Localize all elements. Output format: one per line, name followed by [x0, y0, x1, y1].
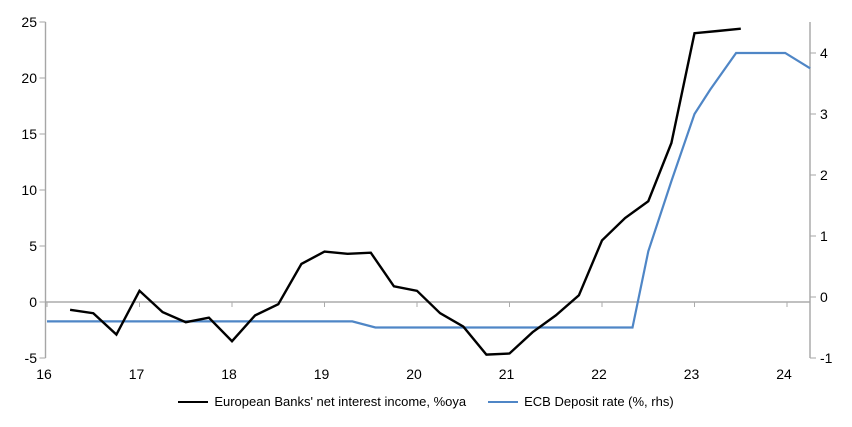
x-axis-tick-label: 18 — [221, 366, 237, 382]
x-axis-tick-label: 24 — [776, 366, 792, 382]
left-axis-tick-label: 15 — [21, 126, 37, 142]
legend-label-net-interest-income: European Banks' net interest income, %oy… — [214, 394, 467, 409]
x-axis-tick-label: 19 — [314, 366, 330, 382]
left-axis-tick-label: 10 — [21, 182, 37, 198]
legend-label-ecb-deposit-rate: ECB Deposit rate (%, rhs) — [524, 394, 674, 409]
left-axis-tick-label: 25 — [21, 14, 37, 30]
right-axis-tick-label: 3 — [820, 106, 828, 122]
right-axis-tick-label: -1 — [820, 350, 833, 366]
right-axis-tick-label: 1 — [820, 228, 828, 244]
left-axis-tick-label: 20 — [21, 70, 37, 86]
left-axis-tick-label: -5 — [25, 350, 38, 366]
chart-legend: European Banks' net interest income, %oy… — [0, 394, 852, 409]
right-axis-tick-label: 2 — [820, 167, 828, 183]
x-axis-tick-label: 22 — [591, 366, 607, 382]
right-axis-tick-label: 0 — [820, 289, 828, 305]
x-axis-tick-label: 16 — [36, 366, 52, 382]
legend-line-swatch-black — [178, 400, 209, 403]
left-axis-tick-label: 5 — [29, 238, 37, 254]
right-axis-tick-label: 4 — [820, 45, 828, 61]
x-axis-tick-label: 20 — [406, 366, 422, 382]
x-axis-tick-label: 17 — [129, 366, 145, 382]
series-line-net-interest-income — [69, 27, 741, 356]
legend-item-ecb-deposit-rate: ECB Deposit rate (%, rhs) — [488, 394, 674, 409]
x-axis-tick-label: 21 — [499, 366, 515, 382]
x-axis-tick-label: 23 — [684, 366, 700, 382]
series-line-ecb-deposit-rate — [47, 51, 811, 329]
legend-line-swatch-blue — [488, 400, 519, 403]
left-axis-tick-label: 0 — [29, 294, 37, 310]
legend-item-net-interest-income: European Banks' net interest income, %oy… — [178, 394, 466, 409]
